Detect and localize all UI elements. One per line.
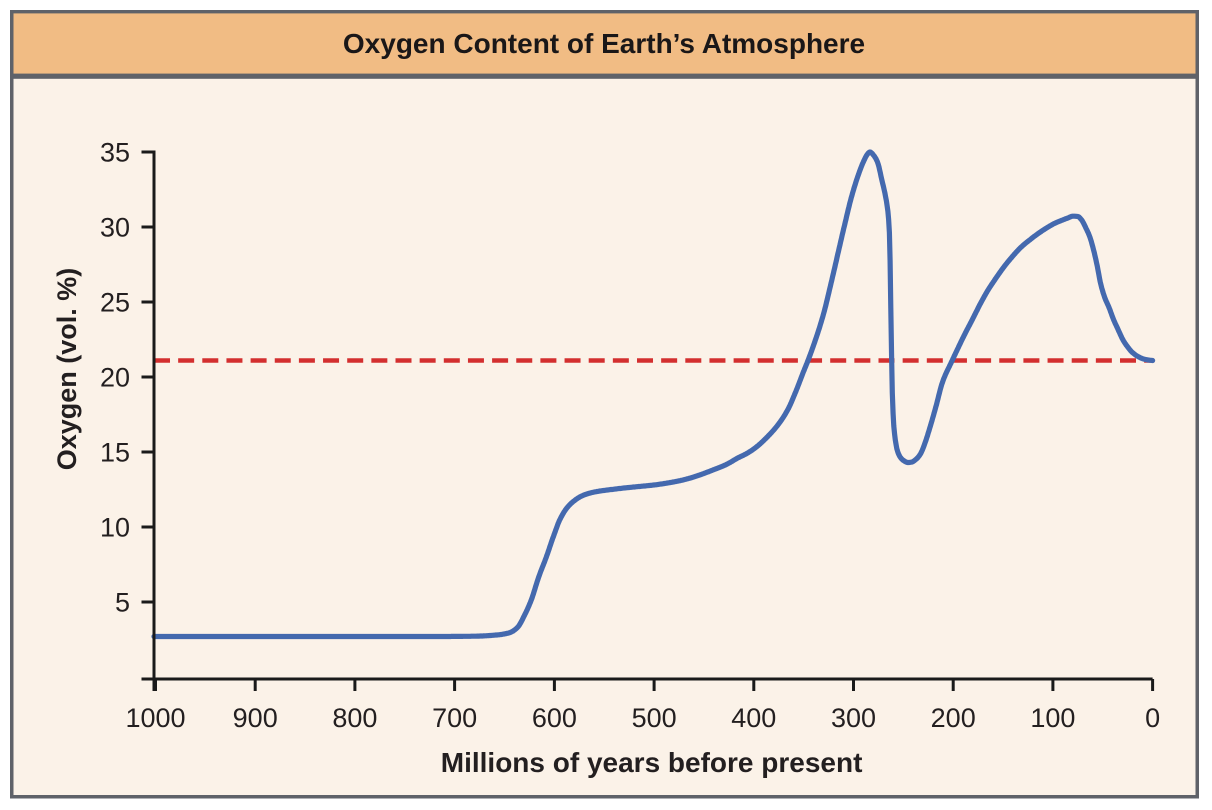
svg-text:5: 5 <box>115 588 130 618</box>
svg-text:30: 30 <box>100 213 130 243</box>
svg-text:900: 900 <box>233 703 278 733</box>
svg-text:1000: 1000 <box>125 703 185 733</box>
svg-text:35: 35 <box>100 138 130 168</box>
svg-text:Millions of years before prese: Millions of years before present <box>441 747 863 778</box>
svg-text:25: 25 <box>100 288 130 318</box>
svg-text:500: 500 <box>632 703 677 733</box>
svg-text:400: 400 <box>731 703 776 733</box>
svg-text:10: 10 <box>100 513 130 543</box>
svg-text:15: 15 <box>100 438 130 468</box>
svg-text:Oxygen (vol. %): Oxygen (vol. %) <box>52 268 82 471</box>
svg-text:800: 800 <box>332 703 377 733</box>
svg-text:200: 200 <box>931 703 976 733</box>
svg-text:700: 700 <box>432 703 477 733</box>
svg-text:0: 0 <box>1145 703 1160 733</box>
svg-text:300: 300 <box>831 703 876 733</box>
svg-text:600: 600 <box>532 703 577 733</box>
svg-text:20: 20 <box>100 363 130 393</box>
svg-text:Oxygen Content of Earth’s Atmo: Oxygen Content of Earth’s Atmosphere <box>343 28 865 59</box>
svg-text:100: 100 <box>1030 703 1075 733</box>
